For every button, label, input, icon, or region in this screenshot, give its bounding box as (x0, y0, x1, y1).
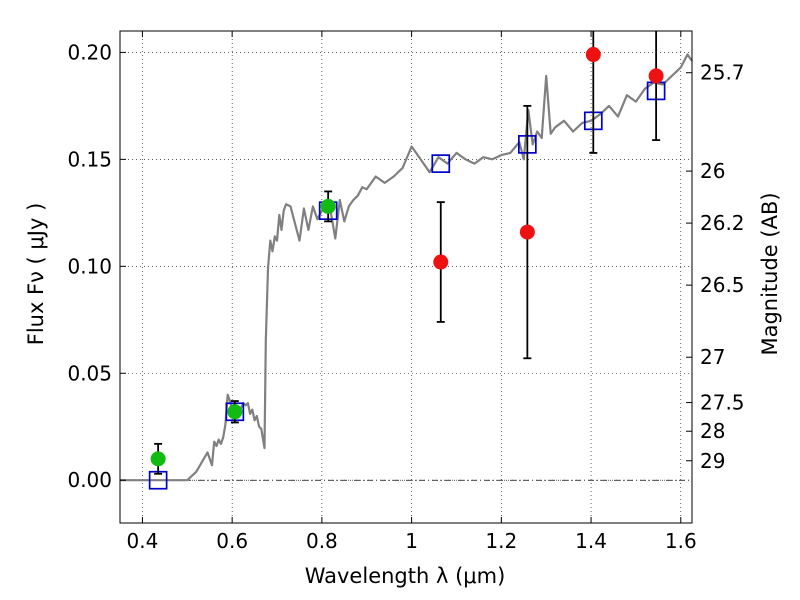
observed-flux-point (320, 198, 336, 214)
x-axis-label: Wavelength λ (μm) (305, 564, 506, 588)
right-axis-label: Magnitude (AB) (758, 192, 782, 355)
right-tick-label: 27 (700, 345, 725, 369)
x-tick-label: 1.4 (575, 529, 607, 553)
right-tick-label: 26 (700, 159, 725, 183)
plot-data (120, 31, 693, 490)
x-tick-label: 1.2 (485, 529, 517, 553)
observed-flux-point (585, 47, 601, 63)
right-tick-label: 28 (700, 419, 725, 443)
observed-flux-point (227, 404, 243, 420)
y-axis-label: Flux Fν ( μJy ) (24, 203, 48, 346)
right-tick-label: 26.2 (700, 211, 745, 235)
x-tick-label: 0.8 (306, 529, 338, 553)
right-tick-label: 29 (700, 449, 725, 473)
y-tick-label: 0.15 (67, 147, 112, 171)
x-tick-label: 1.6 (665, 529, 697, 553)
grid-lines (120, 31, 692, 523)
observed-flux-point (648, 68, 664, 84)
y-tick-label: 0.10 (67, 254, 112, 278)
x-tick-label: 0.4 (127, 529, 159, 553)
observed-flux-point (150, 451, 166, 467)
observed-flux-point (519, 224, 535, 240)
axes: 0.4 0.6 0.8 1 1.2 1.4 1.6 0.00 0.05 0.10 0.15 0.20 2… (67, 31, 745, 553)
template-spectrum-line (120, 53, 693, 482)
right-tick-label: 25.7 (700, 61, 745, 85)
model-square-point (431, 154, 451, 173)
right-tick-label: 27.5 (700, 391, 745, 415)
y-tick-label: 0.20 (67, 40, 112, 64)
y-tick-label: 0.00 (67, 468, 112, 492)
right-tick-label: 26.5 (700, 273, 745, 297)
x-tick-label: 0.6 (216, 529, 248, 553)
y-tick-label: 0.05 (67, 361, 112, 385)
observed-flux-point (433, 254, 449, 270)
x-tick-label: 1 (405, 529, 418, 553)
plot-frame (119, 30, 693, 524)
